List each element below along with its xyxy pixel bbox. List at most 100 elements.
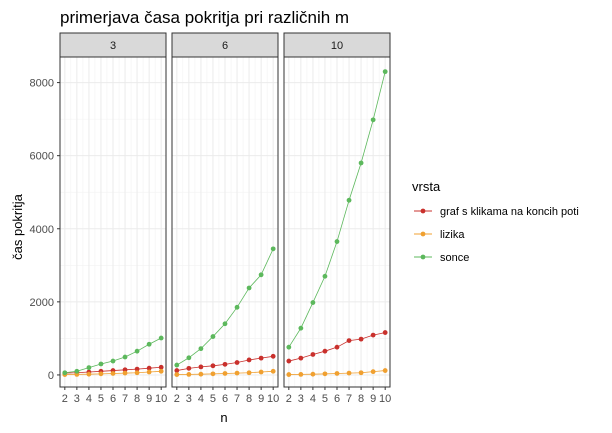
data-point [286,358,292,364]
data-point [146,369,152,375]
data-point [382,69,388,75]
data-point [134,348,140,354]
facet-panel-6: 62 3 4 5 6 7 8 9 10 [171,32,279,405]
data-point [346,370,352,376]
data-point [210,363,216,369]
data-point [222,361,228,367]
data-point [370,117,376,123]
data-point [158,364,164,370]
data-point [234,304,240,310]
data-point [258,355,264,361]
data-point [234,360,240,365]
series-sonce [174,246,276,368]
legend-key-point [420,254,426,260]
x-tick-label: 3 [298,393,304,405]
data-point [346,338,352,343]
data-point [334,371,340,376]
x-tick-label: 2 [286,393,292,405]
data-point [174,372,180,377]
facet-strip-label: 3 [110,40,116,52]
legend-title: vrsta [412,179,441,194]
x-tick-label: 5 [322,393,328,405]
x-tick-label: 4 [198,393,204,405]
data-point [358,160,364,166]
series-graf-s-klikama-na-koncih-poti [174,353,276,373]
x-tick-label: 4 [86,393,92,405]
x-tick-label: 4 [310,393,316,405]
data-point [234,370,240,376]
data-point [258,272,264,278]
data-point [98,361,104,367]
data-point [110,358,116,364]
data-point [86,371,92,377]
x-tick-label: 3 [186,393,192,405]
data-point [382,330,388,335]
x-tick-label: 8 [134,393,140,405]
data-point [122,354,128,360]
series-graf-s-klikama-na-koncih-poti [286,330,388,364]
data-point [122,370,128,376]
y-tick-label: 6000 [30,151,54,163]
x-tick-label: 2 [174,393,180,405]
y-axis-title: čas pokritja [10,193,25,260]
x-tick-label: 9 [146,393,152,405]
data-point [246,357,252,363]
data-point [186,355,192,361]
data-point [270,353,276,359]
x-tick-label: 9 [370,393,376,405]
data-point [298,371,304,377]
data-point [310,371,316,377]
data-point [310,352,316,357]
data-point [322,371,328,377]
legend-label: graf s klikama na koncih poti [440,206,579,218]
data-point [358,336,364,342]
data-point [370,332,376,338]
y-tick-label: 2000 [30,297,54,309]
x-tick-label: 6 [222,393,228,405]
y-tick-label: 8000 [30,78,54,90]
y-tick-label: 0 [48,370,54,382]
x-tick-label: 5 [210,393,216,405]
x-tick-label: 10 [267,393,279,405]
data-point [110,371,116,376]
data-point [86,365,92,371]
data-point [298,355,304,361]
data-point [158,335,164,341]
data-point [286,372,292,377]
data-point [210,334,216,339]
x-tick-label: 10 [155,393,167,405]
x-tick-label: 9 [258,393,264,405]
x-tick-label: 7 [234,393,240,405]
x-tick-label: 2 [62,393,68,405]
facet-strip [171,32,279,58]
facet-strip [59,32,167,58]
data-point [334,239,340,244]
data-point [174,368,180,373]
series-sonce [286,69,388,350]
data-point [222,321,228,327]
facet-strip-label: 10 [331,40,343,52]
data-point [134,366,140,372]
data-point [98,371,104,377]
data-point [74,368,80,374]
data-point [246,370,252,376]
facet-panel-10: 102 3 4 5 6 7 8 9 10 [283,32,391,405]
data-point [210,371,216,377]
data-point [198,371,204,377]
data-point [334,344,340,350]
legend-item: lizika [414,229,465,241]
data-point [62,370,68,376]
data-point [122,367,128,373]
chart-title: primerjava časa pokritja pri različnih m [60,8,349,27]
data-point [186,371,192,377]
data-point [270,368,276,374]
data-point [382,368,388,373]
legend-label: lizika [440,229,465,241]
legend-key-point [420,231,426,237]
x-tick-label: 3 [74,393,80,405]
data-point [358,370,364,376]
y-tick-label: 4000 [30,224,54,236]
data-point [286,344,292,350]
